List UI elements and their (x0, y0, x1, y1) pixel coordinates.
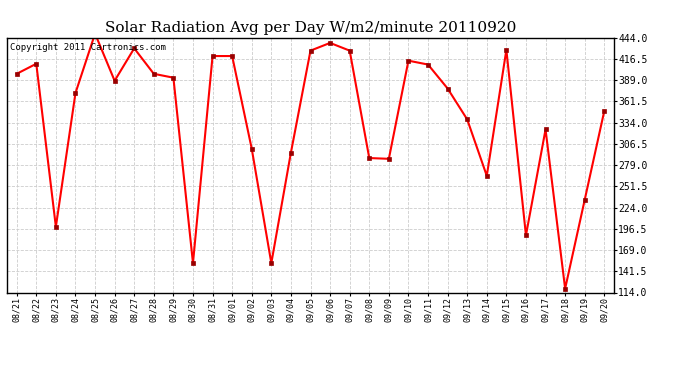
Title: Solar Radiation Avg per Day W/m2/minute 20110920: Solar Radiation Avg per Day W/m2/minute … (105, 21, 516, 35)
Text: Copyright 2011 Cartronics.com: Copyright 2011 Cartronics.com (10, 43, 166, 52)
